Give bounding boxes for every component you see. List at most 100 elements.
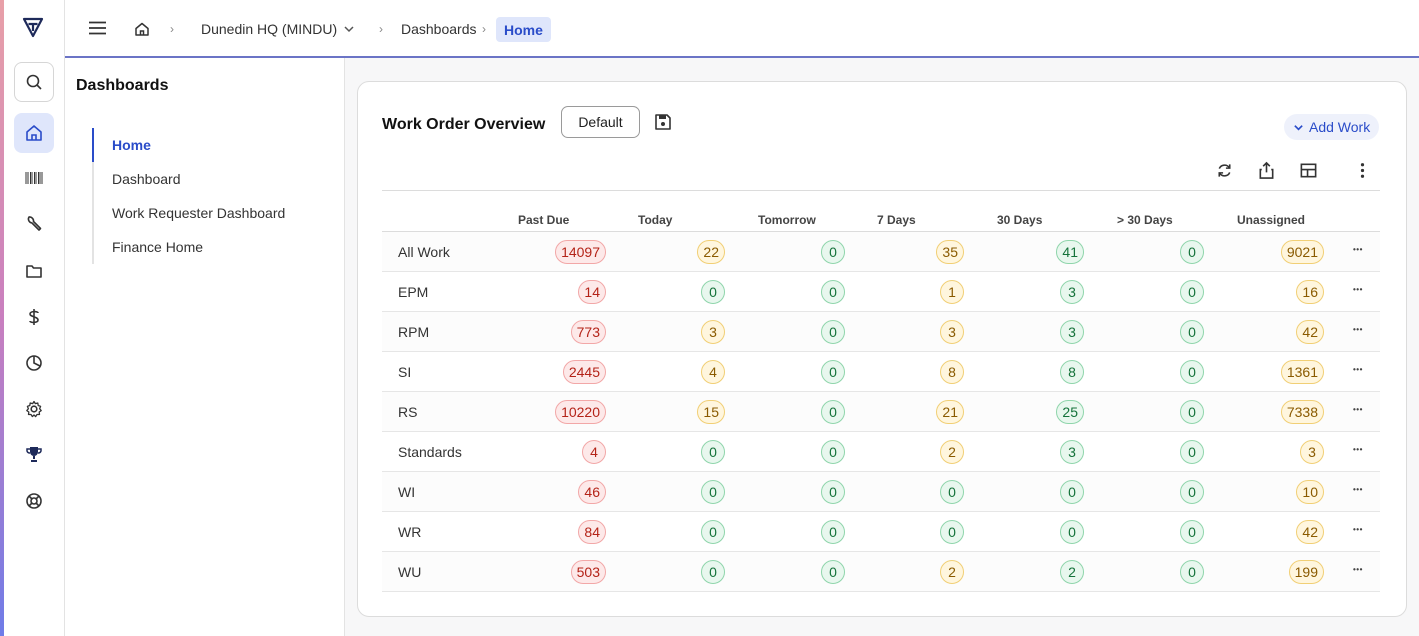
count-badge[interactable]: 42: [1296, 520, 1324, 544]
nav-finance-button[interactable]: [14, 297, 54, 337]
count-badge[interactable]: 22: [697, 240, 725, 264]
nav-home-button[interactable]: [14, 113, 54, 153]
count-badge[interactable]: 0: [701, 280, 725, 304]
nav-help-button[interactable]: [14, 481, 54, 521]
count-badge[interactable]: 46: [578, 480, 606, 504]
count-badge[interactable]: 2: [1060, 560, 1084, 584]
sidebar-item-finance-home[interactable]: Finance Home: [112, 239, 204, 255]
count-badge[interactable]: 0: [701, 560, 725, 584]
export-button[interactable]: [1254, 158, 1278, 182]
default-view-button[interactable]: Default: [561, 106, 640, 138]
count-badge[interactable]: 0: [1180, 440, 1204, 464]
add-work-button[interactable]: Add Work: [1284, 114, 1380, 140]
count-badge[interactable]: 3: [1060, 320, 1084, 344]
count-badge[interactable]: 42: [1296, 320, 1324, 344]
count-badge[interactable]: 0: [1180, 520, 1204, 544]
count-badge[interactable]: 14097: [555, 240, 606, 264]
count-badge[interactable]: 0: [1180, 320, 1204, 344]
count-badge[interactable]: 0: [821, 240, 845, 264]
count-badge[interactable]: 3: [940, 320, 964, 344]
count-badge[interactable]: 0: [821, 360, 845, 384]
count-badge[interactable]: 0: [821, 480, 845, 504]
breadcrumb-site-label: Dunedin HQ (MINDU): [201, 21, 338, 37]
layout-button[interactable]: [1296, 158, 1320, 182]
row-menu-icon[interactable]: •••: [1353, 325, 1363, 334]
row-menu-icon[interactable]: •••: [1353, 485, 1363, 494]
breadcrumb-section[interactable]: Dashboards: [401, 0, 477, 58]
count-badge[interactable]: 8: [940, 360, 964, 384]
count-badge[interactable]: 0: [1180, 560, 1204, 584]
count-badge[interactable]: 2: [940, 560, 964, 584]
sidebar-item-work-requester-dashboard[interactable]: Work Requester Dashboard: [112, 205, 286, 221]
count-badge[interactable]: 3: [1060, 280, 1084, 304]
row-menu-icon[interactable]: •••: [1353, 405, 1363, 414]
count-badge[interactable]: 16: [1296, 280, 1324, 304]
count-badge[interactable]: 14: [578, 280, 606, 304]
count-badge[interactable]: 0: [1180, 360, 1204, 384]
count-badge[interactable]: 4: [701, 360, 725, 384]
count-badge[interactable]: 41: [1056, 240, 1084, 264]
count-badge[interactable]: 2445: [562, 360, 606, 384]
count-badge[interactable]: 25: [1056, 400, 1084, 424]
row-menu-icon[interactable]: •••: [1353, 365, 1363, 374]
hamburger-menu-icon[interactable]: [89, 21, 106, 35]
count-badge[interactable]: 4: [582, 440, 606, 464]
row-menu-icon[interactable]: •••: [1353, 445, 1363, 454]
nav-files-button[interactable]: [14, 251, 54, 291]
nav-achievements-button[interactable]: [14, 434, 54, 474]
count-badge[interactable]: 3: [1300, 440, 1324, 464]
row-menu-icon[interactable]: •••: [1353, 285, 1363, 294]
count-badge[interactable]: 21: [936, 400, 964, 424]
refresh-button[interactable]: [1212, 158, 1236, 182]
nav-assets-button[interactable]: [14, 158, 54, 198]
count-badge[interactable]: 0: [821, 320, 845, 344]
search-button[interactable]: [14, 62, 54, 102]
nav-reports-button[interactable]: [14, 343, 54, 383]
count-badge[interactable]: 0: [1060, 480, 1084, 504]
count-badge[interactable]: 0: [1060, 520, 1084, 544]
count-badge[interactable]: 0: [1180, 400, 1204, 424]
count-badge[interactable]: 0: [1180, 240, 1204, 264]
logo-icon[interactable]: [22, 16, 44, 38]
sidebar-item-dashboard[interactable]: Dashboard: [112, 171, 181, 187]
count-badge[interactable]: 0: [940, 480, 964, 504]
count-badge[interactable]: 0: [940, 520, 964, 544]
count-badge[interactable]: 35: [936, 240, 964, 264]
count-badge[interactable]: 1361: [1280, 360, 1324, 384]
count-badge[interactable]: 15: [697, 400, 725, 424]
save-icon[interactable]: [654, 113, 672, 131]
count-badge[interactable]: 2: [940, 440, 964, 464]
count-badge[interactable]: 0: [821, 520, 845, 544]
count-badge[interactable]: 7338: [1280, 400, 1324, 424]
count-badge[interactable]: 0: [701, 520, 725, 544]
count-badge[interactable]: 84: [578, 520, 606, 544]
count-badge[interactable]: 9021: [1280, 240, 1324, 264]
count-badge[interactable]: 10: [1296, 480, 1324, 504]
count-badge[interactable]: 0: [821, 560, 845, 584]
count-badge[interactable]: 8: [1060, 360, 1084, 384]
count-badge[interactable]: 199: [1288, 560, 1324, 584]
row-menu-icon[interactable]: •••: [1353, 525, 1363, 534]
count-badge[interactable]: 3: [1060, 440, 1084, 464]
count-badge[interactable]: 0: [821, 440, 845, 464]
count-badge[interactable]: 0: [821, 400, 845, 424]
count-badge[interactable]: 0: [701, 480, 725, 504]
count-badge[interactable]: 1: [940, 280, 964, 304]
count-badge[interactable]: 0: [821, 280, 845, 304]
breadcrumb-site[interactable]: Dunedin HQ (MINDU): [201, 0, 355, 58]
row-menu-icon[interactable]: •••: [1353, 245, 1363, 254]
nav-settings-button[interactable]: [14, 389, 54, 429]
count-badge[interactable]: 773: [570, 320, 606, 344]
sidebar-item-home[interactable]: Home: [92, 128, 332, 162]
count-badge[interactable]: 503: [570, 560, 606, 584]
row-menu-icon[interactable]: •••: [1353, 565, 1363, 574]
count-badge[interactable]: 0: [1180, 480, 1204, 504]
count-badge[interactable]: 3: [701, 320, 725, 344]
dollar-icon: [29, 309, 39, 325]
count-badge[interactable]: 0: [1180, 280, 1204, 304]
count-badge[interactable]: 10220: [555, 400, 606, 424]
more-options-button[interactable]: [1350, 158, 1374, 182]
count-badge[interactable]: 0: [701, 440, 725, 464]
breadcrumb-home-icon[interactable]: [134, 21, 150, 37]
nav-maintenance-button[interactable]: [14, 204, 54, 244]
